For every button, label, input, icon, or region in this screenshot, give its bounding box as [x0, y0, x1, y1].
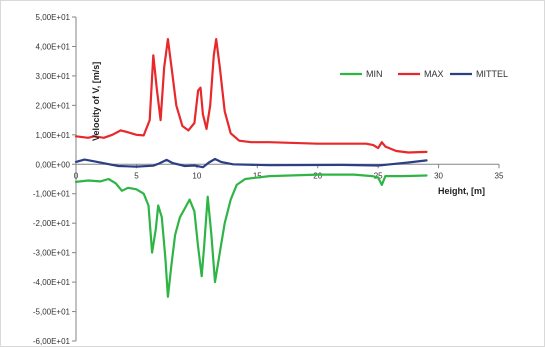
x-tick-label: 25	[374, 171, 383, 180]
series-line-max	[74, 38, 428, 154]
y-tick-label: 4,00E+01	[36, 42, 71, 51]
y-tick-label: 2,00E+01	[36, 101, 71, 110]
legend-label-min: MIN	[366, 69, 383, 79]
y-tick-label: 0,00E+00	[36, 160, 71, 169]
y-tick-label: -1,00E+01	[33, 190, 71, 199]
x-tick-label: 35	[495, 171, 504, 180]
y-tick-label: 3,00E+01	[36, 72, 71, 81]
x-tick-label: 30	[434, 171, 443, 180]
y-tick-label: -3,00E+01	[33, 249, 71, 258]
legend-label-mittel: MITTEL	[476, 69, 508, 79]
y-tick-label: 1,00E+01	[36, 131, 71, 140]
series-line-mittel	[74, 157, 428, 169]
series-line-min	[74, 173, 428, 298]
y-tick-label: -4,00E+01	[33, 278, 71, 287]
series-lines	[74, 38, 428, 298]
x-axis-title: Height, [m]	[438, 186, 485, 196]
y-tick-label: -5,00E+01	[33, 308, 71, 317]
x-tick-label: 10	[192, 171, 201, 180]
legend-label-max: MAX	[424, 69, 444, 79]
y-tick-label: -6,00E+01	[33, 337, 71, 346]
x-tick-label: 20	[313, 171, 322, 180]
legend: MIN MAX MITTEL	[340, 69, 508, 79]
x-tick-label: 15	[253, 171, 262, 180]
y-axis-title: Velocity of V, [m/s]	[91, 62, 101, 141]
x-tick-label: 5	[134, 171, 139, 180]
x-tick-label: 0	[74, 171, 79, 180]
y-tick-label: -2,00E+01	[33, 219, 71, 228]
y-axis: 5,00E+01 4,00E+01 3,00E+01 2,00E+01 1,00E+01…	[33, 13, 77, 346]
y-tick-label: 5,00E+01	[36, 13, 71, 22]
